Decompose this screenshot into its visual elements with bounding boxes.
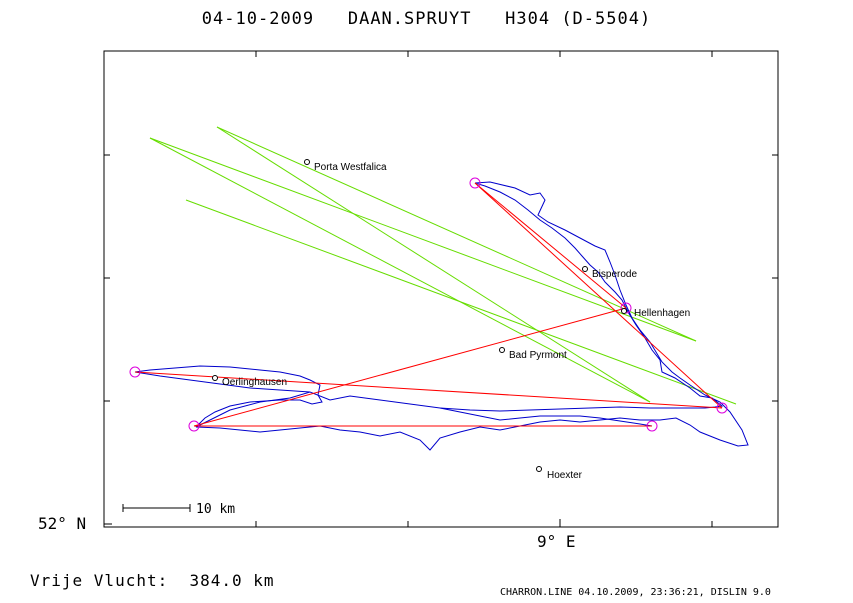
place-marker — [499, 347, 505, 353]
turnpoints — [129, 177, 728, 432]
place-marker — [621, 308, 627, 314]
turnpoint-marker — [188, 420, 200, 432]
top-ticks — [255, 51, 713, 57]
bottom-ticks — [255, 519, 713, 527]
turnpoint-marker — [646, 420, 658, 432]
scale-bar — [122, 504, 191, 512]
place-marker — [212, 375, 218, 381]
sector-lines — [149, 126, 737, 405]
place-label-bad-pyrmont: Bad Pyrmont — [509, 350, 567, 361]
turnpoint-marker — [129, 366, 141, 378]
left-ticks — [104, 154, 112, 525]
task-lines — [134, 182, 723, 427]
map-frame — [103, 50, 779, 528]
turnpoint-marker — [469, 177, 481, 189]
footer-info: CHARRON.LINE 04.10.2009, 23:36:21, DISLI… — [500, 587, 771, 598]
right-ticks — [772, 154, 778, 402]
place-label-porta-westfalica: Porta Westfalica — [314, 162, 387, 173]
place-markers — [212, 159, 627, 472]
longitude-label: 9° E — [537, 532, 576, 551]
free-flight-distance: Vrije Vlucht: 384.0 km — [30, 571, 275, 590]
place-label-hellenhagen: Hellenhagen — [634, 308, 690, 319]
place-marker — [536, 466, 542, 472]
map-title: 04-10-2009 DAAN.SPRUYT H304 (D-5504) — [201, 9, 652, 29]
place-marker — [304, 159, 310, 165]
place-marker — [582, 266, 588, 272]
scale-bar-label: 10 km — [196, 502, 235, 517]
turnpoint-marker — [716, 402, 728, 414]
place-label-bisperode: Bisperode — [592, 269, 637, 280]
place-label-oerlinghausen: Oerlinghausen — [222, 377, 287, 388]
latitude-label: 52° N — [38, 514, 87, 533]
place-label-hoexter: Hoexter — [547, 470, 583, 481]
